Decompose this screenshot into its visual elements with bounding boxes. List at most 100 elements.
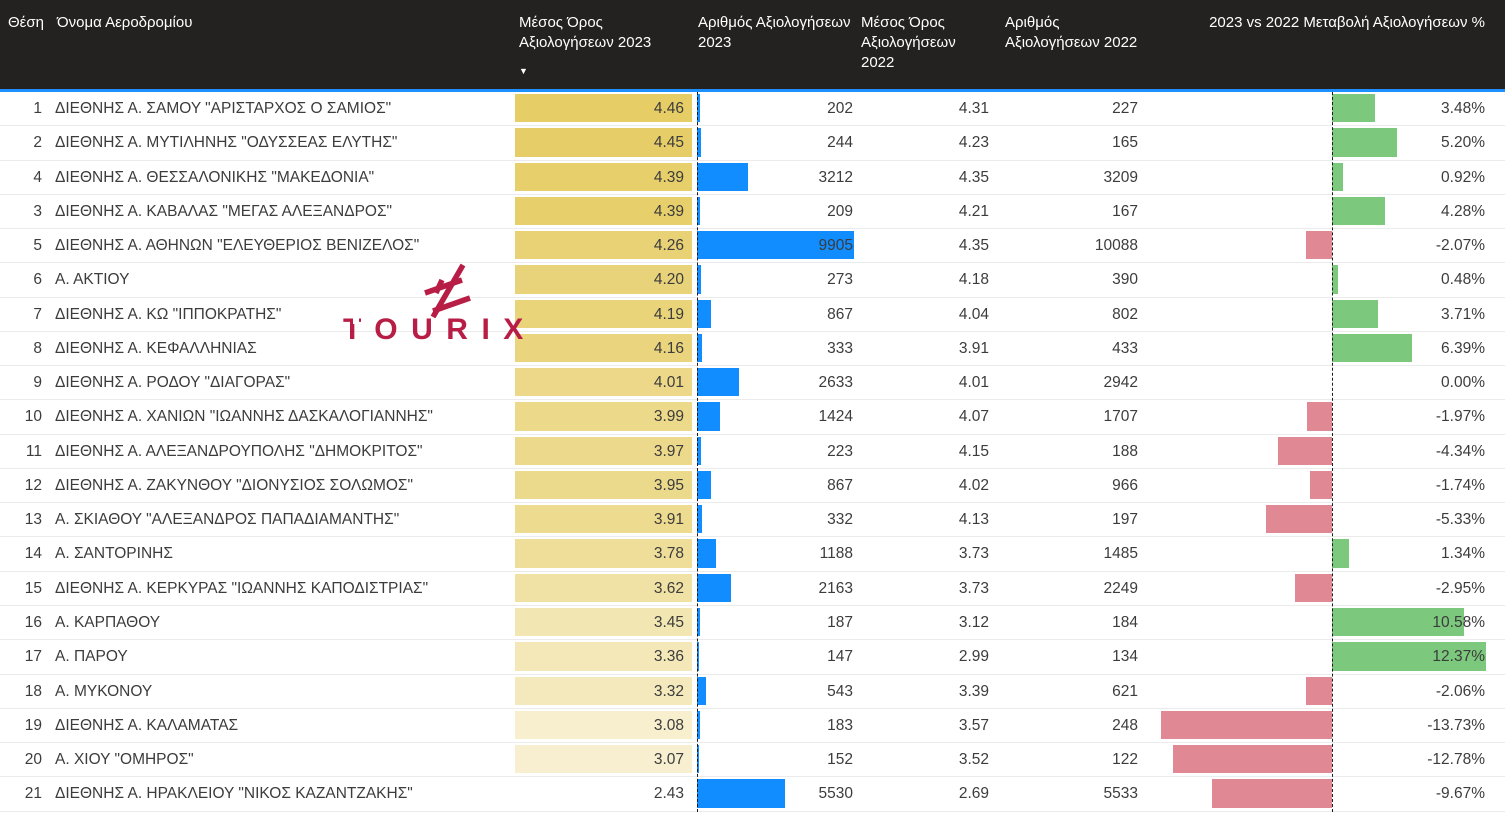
review-count-2023-cell: 867 — [692, 298, 855, 331]
review-count-2023-bar — [697, 368, 739, 397]
table-row[interactable]: 12 ΔΙΕΘΝΗΣ Α. ΖΑΚΥΝΘΟΥ "ΔΙΟΝΥΣΙΟΣ ΣΟΛΩΜΟ… — [0, 468, 1505, 504]
review-count-2022-cell: 2249 — [1103, 579, 1138, 597]
review-count-2022-cell: 1707 — [1103, 408, 1138, 426]
table-row[interactable]: 9 ΔΙΕΘΝΗΣ Α. ΡΟΔΟΥ "ΔΙΑΓΟΡΑΣ" 4.01 2633 … — [0, 366, 1505, 401]
review-count-2022-cell: 122 — [1112, 751, 1138, 769]
table-row[interactable]: 5 ΔΙΕΘΝΗΣ Α. ΑΘΗΝΩΝ "ΕΛΕΥΘΕΡΙΟΣ ΒΕΝΙΖΕΛΟ… — [0, 229, 1505, 264]
avg-rating-2023-heatmap-fill — [515, 333, 692, 363]
review-count-2023-value: 543 — [827, 682, 853, 700]
review-count-2022-cell: 966 — [1112, 476, 1138, 494]
avg-rating-2023-cell: 4.46 — [515, 92, 692, 125]
change-pct-cell: 0.00% — [1140, 366, 1505, 399]
rank-cell: 16 — [24, 613, 42, 631]
rank-cell: 14 — [24, 545, 42, 563]
table-row[interactable]: 1 ΔΙΕΘΝΗΣ Α. ΣΑΜΟΥ "ΑΡΙΣΤΑΡΧΟΣ Ο ΣΑΜΙΟΣ"… — [0, 92, 1505, 127]
review-count-2023-cell: 152 — [692, 743, 855, 776]
review-count-2023-cell: 3212 — [692, 161, 855, 194]
review-count-2022-cell: 621 — [1112, 682, 1138, 700]
avg-rating-2023-value: 4.39 — [653, 168, 684, 186]
review-count-2023-cell: 187 — [692, 606, 855, 639]
sort-descending-icon: ▼ — [519, 66, 528, 76]
change-pct-value: -13.73% — [1427, 716, 1485, 734]
change-pct-bar — [1161, 710, 1332, 740]
table-row[interactable]: 17 Α. ΠΑΡΟΥ 3.36 147 2.99 134 12.37% — [0, 640, 1505, 675]
avg-rating-2023-cell: 4.26 — [515, 229, 692, 262]
review-count-2023-bar — [697, 573, 732, 602]
table-row[interactable]: 3 ΔΙΕΘΝΗΣ Α. ΚΑΒΑΛΑΣ "ΜΕΓΑΣ ΑΛΕΞΑΝΔΡΟΣ" … — [0, 194, 1505, 230]
change-pct-value: 5.20% — [1441, 134, 1485, 152]
review-count-2023-cell: 333 — [692, 332, 855, 365]
table-row[interactable]: 6 Α. ΑΚΤΙΟΥ 4.20 273 4.18 390 0.48% — [0, 263, 1505, 298]
table-row[interactable]: 20 Α. ΧΙΟΥ "ΟΜΗΡΟΣ" 3.07 152 3.52 122 -1… — [0, 743, 1505, 778]
airport-name-cell: ΔΙΕΘΝΗΣ Α. ΑΛΕΞΑΝΔΡΟΥΠΟΛΗΣ "ΔΗΜΟΚΡΙΤΟΣ" — [55, 442, 423, 460]
avg-rating-2023-heatmap-fill — [515, 402, 692, 431]
review-count-2023-cell: 202 — [692, 92, 855, 125]
review-count-2023-bar — [697, 265, 702, 294]
change-pct-bar — [1332, 333, 1412, 363]
table-row[interactable]: 21 ΔΙΕΘΝΗΣ Α. ΗΡΑΚΛΕΙΟΥ "ΝΙΚΟΣ ΚΑΖΑΝΤΖΑΚ… — [0, 777, 1505, 812]
airport-name-cell: ΔΙΕΘΝΗΣ Α. ΚΑΒΑΛΑΣ "ΜΕΓΑΣ ΑΛΕΞΑΝΔΡΟΣ" — [55, 202, 393, 220]
review-count-2023-value: 2163 — [818, 579, 853, 597]
change-pct-cell: -4.34% — [1140, 435, 1505, 468]
column-header-review-count-2022[interactable]: Αριθμός Αξιολογήσεων 2022 — [1005, 14, 1138, 51]
table-row[interactable]: 15 ΔΙΕΘΝΗΣ Α. ΚΕΡΚΥΡΑΣ "ΙΩΑΝΝΗΣ ΚΑΠΟΔΙΣΤ… — [0, 571, 1505, 606]
avg-rating-2023-value: 3.99 — [653, 408, 684, 426]
table-row[interactable]: 14 Α. ΣΑΝΤΟΡΙΝΗΣ 3.78 1188 3.73 1485 1.3… — [0, 537, 1505, 572]
avg-rating-2023-heatmap-fill — [515, 505, 692, 534]
table-row[interactable]: 7 ΔΙΕΘΝΗΣ Α. ΚΩ "ΙΠΠΟΚΡΑΤΗΣ" 4.19 867 4.… — [0, 297, 1505, 332]
avg-rating-2023-heatmap-fill — [515, 299, 692, 328]
column-header-avg-rating-2023[interactable]: Μέσος Όρος Αξιολογήσεων 2023 ▼ — [515, 0, 692, 89]
avg-rating-2023-value: 3.91 — [653, 511, 684, 529]
change-pct-value: -2.07% — [1435, 237, 1485, 255]
change-pct-cell: 12.37% — [1140, 640, 1505, 673]
change-pct-bar — [1332, 299, 1379, 328]
column-header-change-pct[interactable]: 2023 vs 2022 Μεταβολή Αξιολογήσεων % — [1209, 14, 1485, 31]
rank-cell: 19 — [24, 716, 42, 734]
table-row[interactable]: 2 ΔΙΕΘΝΗΣ Α. ΜΥΤΙΛΗΝΗΣ "ΟΔΥΣΣΕΑΣ ΕΛΥΤΗΣ"… — [0, 126, 1505, 161]
avg-rating-2023-heatmap-fill — [515, 265, 692, 294]
review-count-2022-cell: 3209 — [1103, 168, 1138, 186]
review-count-2023-bar — [697, 231, 854, 260]
table-row[interactable]: 16 Α. ΚΑΡΠΑΘΟΥ 3.45 187 3.12 184 10.58% — [0, 605, 1505, 641]
review-count-2023-cell: 223 — [692, 435, 855, 468]
table-row[interactable]: 4 ΔΙΕΘΝΗΣ Α. ΘΕΣΣΑΛΟΝΙΚΗΣ "ΜΑΚΕΔΟΝΙΑ" 4.… — [0, 160, 1505, 195]
review-count-2023-bar — [697, 710, 700, 740]
change-pct-cell: 6.39% — [1140, 332, 1505, 365]
review-count-2023-value: 152 — [827, 751, 853, 769]
change-pct-value: -4.34% — [1435, 442, 1485, 460]
review-count-2022-cell: 5533 — [1103, 785, 1138, 803]
avg-rating-2022-cell: 4.35 — [958, 237, 989, 255]
table-row[interactable]: 11 ΔΙΕΘΝΗΣ Α. ΑΛΕΞΑΝΔΡΟΥΠΟΛΗΣ "ΔΗΜΟΚΡΙΤΟ… — [0, 434, 1505, 469]
table-row[interactable]: 19 ΔΙΕΘΝΗΣ Α. ΚΑΛΑΜΑΤΑΣ 3.08 183 3.57 24… — [0, 708, 1505, 744]
change-pct-cell: -13.73% — [1140, 709, 1505, 742]
change-pct-value: 0.92% — [1441, 168, 1485, 186]
avg-rating-2023-cell: 4.39 — [515, 195, 692, 228]
review-count-2022-cell: 10088 — [1094, 237, 1138, 255]
review-count-2022-cell: 390 — [1112, 271, 1138, 289]
column-header-airport-name[interactable]: Όνομα Αεροδρομίου — [57, 14, 193, 31]
avg-rating-2022-cell: 4.35 — [958, 168, 989, 186]
review-count-2023-bar — [697, 505, 703, 534]
table-row[interactable]: 13 Α. ΣΚΙΑΘΟΥ "ΑΛΕΞΑΝΔΡΟΣ ΠΑΠΑΔΙΑΜΑΝΤΗΣ"… — [0, 503, 1505, 538]
airport-name-cell: ΔΙΕΘΝΗΣ Α. ΘΕΣΣΑΛΟΝΙΚΗΣ "ΜΑΚΕΔΟΝΙΑ" — [55, 168, 375, 186]
review-count-2023-value: 9905 — [818, 237, 853, 255]
rank-cell: 6 — [33, 271, 42, 289]
review-count-2022-cell: 227 — [1112, 100, 1138, 117]
avg-rating-2023-value: 3.97 — [653, 442, 684, 460]
change-pct-value: 0.48% — [1441, 271, 1485, 289]
column-header-review-count-2023[interactable]: Αριθμός Αξιολογήσεων 2023 — [698, 14, 851, 51]
review-count-2023-value: 147 — [827, 648, 853, 666]
change-pct-value: 3.48% — [1441, 100, 1485, 117]
table-row[interactable]: 10 ΔΙΕΘΝΗΣ Α. ΧΑΝΙΩΝ "ΙΩΑΝΝΗΣ ΔΑΣΚΑΛΟΓΙΑ… — [0, 400, 1505, 435]
column-header-rank[interactable]: Θέση — [8, 14, 44, 31]
table-row[interactable]: 8 ΔΙΕΘΝΗΣ Α. ΚΕΦΑΛΛΗΝΙΑΣ 4.16 333 3.91 4… — [0, 331, 1505, 367]
column-header-avg-rating-2022[interactable]: Μέσος Όρος Αξιολογήσεων 2022 — [861, 14, 956, 71]
airport-name-cell: ΔΙΕΘΝΗΣ Α. ΚΩ "ΙΠΠΟΚΡΑΤΗΣ" — [55, 305, 282, 323]
rank-cell: 21 — [24, 785, 42, 803]
review-count-2023-value: 183 — [827, 716, 853, 734]
review-count-2023-value: 1424 — [818, 408, 853, 426]
review-count-2023-bar — [697, 333, 703, 363]
table-row[interactable]: 18 Α. ΜΥΚΟΝΟΥ 3.32 543 3.39 621 -2.06% — [0, 674, 1505, 709]
avg-rating-2023-heatmap-fill — [515, 710, 692, 740]
avg-rating-2022-cell: 4.13 — [958, 511, 989, 529]
